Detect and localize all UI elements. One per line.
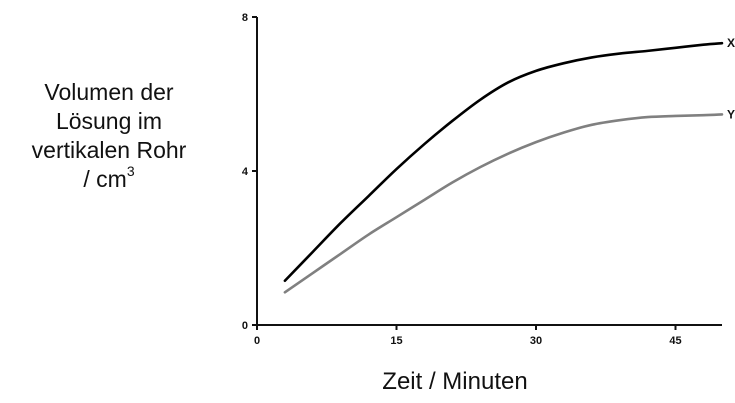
x-tick-label: 15: [390, 335, 402, 347]
y-axis-label-line-4: / cm3: [0, 163, 218, 194]
y-axis-unit: / cm: [83, 166, 127, 192]
y-axis-label: Volumen der Lösung im vertikalen Rohr / …: [0, 78, 218, 194]
x-ticks: 0 15 30 45: [254, 325, 682, 347]
y-tick-label: 0: [242, 320, 248, 332]
x-tick-label: 45: [669, 335, 681, 347]
x-axis-label: Zeit / Minuten: [382, 368, 528, 395]
x-tick-label: 0: [254, 335, 260, 347]
y-tick-label: 4: [242, 166, 249, 178]
series-line-y: [283, 113, 724, 294]
series-label-y: Y: [727, 107, 735, 121]
y-axis-label-line-1: Volumen der: [44, 79, 174, 105]
series-line-x: [283, 41, 724, 283]
series-label-x: X: [727, 36, 735, 50]
y-axis-unit-superscript: 3: [126, 163, 135, 180]
y-tick-label: 8: [242, 12, 248, 24]
y-axis-label-line-3: vertikalen Rohr: [31, 137, 187, 163]
y-ticks: 0 4 8: [242, 12, 257, 332]
series-group: XY: [283, 36, 735, 294]
y-axis-label-line-2: Lösung im: [55, 108, 163, 134]
x-tick-label: 30: [530, 335, 542, 347]
